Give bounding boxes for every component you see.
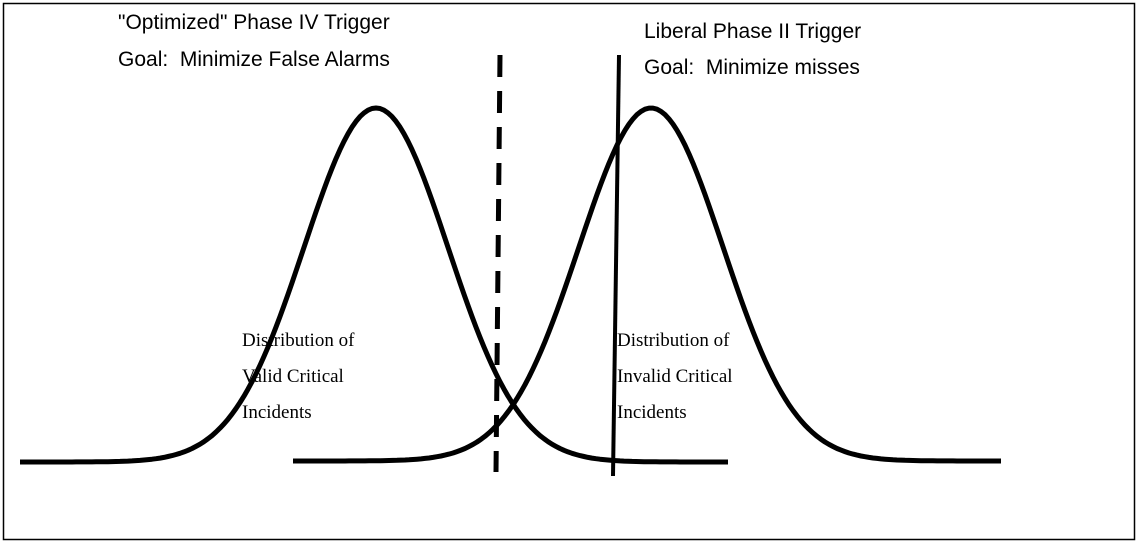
trigger-goal: Goal: Minimize False Alarms bbox=[118, 48, 390, 71]
trigger-title: Liberal Phase II Trigger bbox=[644, 20, 861, 43]
phase-ii-threshold bbox=[611, 54, 621, 477]
distribution-label: Incidents bbox=[617, 402, 687, 423]
invalid-distribution-curve bbox=[293, 105, 1001, 464]
distribution-label: Invalid Critical bbox=[617, 366, 733, 387]
trigger-title: "Optimized" Phase IV Trigger bbox=[118, 11, 390, 34]
valid-distribution-curve bbox=[20, 105, 728, 465]
distribution-label: Incidents bbox=[242, 402, 312, 423]
distribution-label: Distribution of bbox=[617, 330, 730, 351]
trigger-goal: Goal: Minimize misses bbox=[644, 56, 860, 79]
distribution-label: Distribution of bbox=[242, 330, 355, 351]
distribution-label: Valid Critical bbox=[242, 366, 344, 387]
